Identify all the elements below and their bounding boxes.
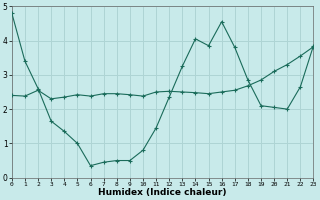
X-axis label: Humidex (Indice chaleur): Humidex (Indice chaleur)	[98, 188, 227, 197]
